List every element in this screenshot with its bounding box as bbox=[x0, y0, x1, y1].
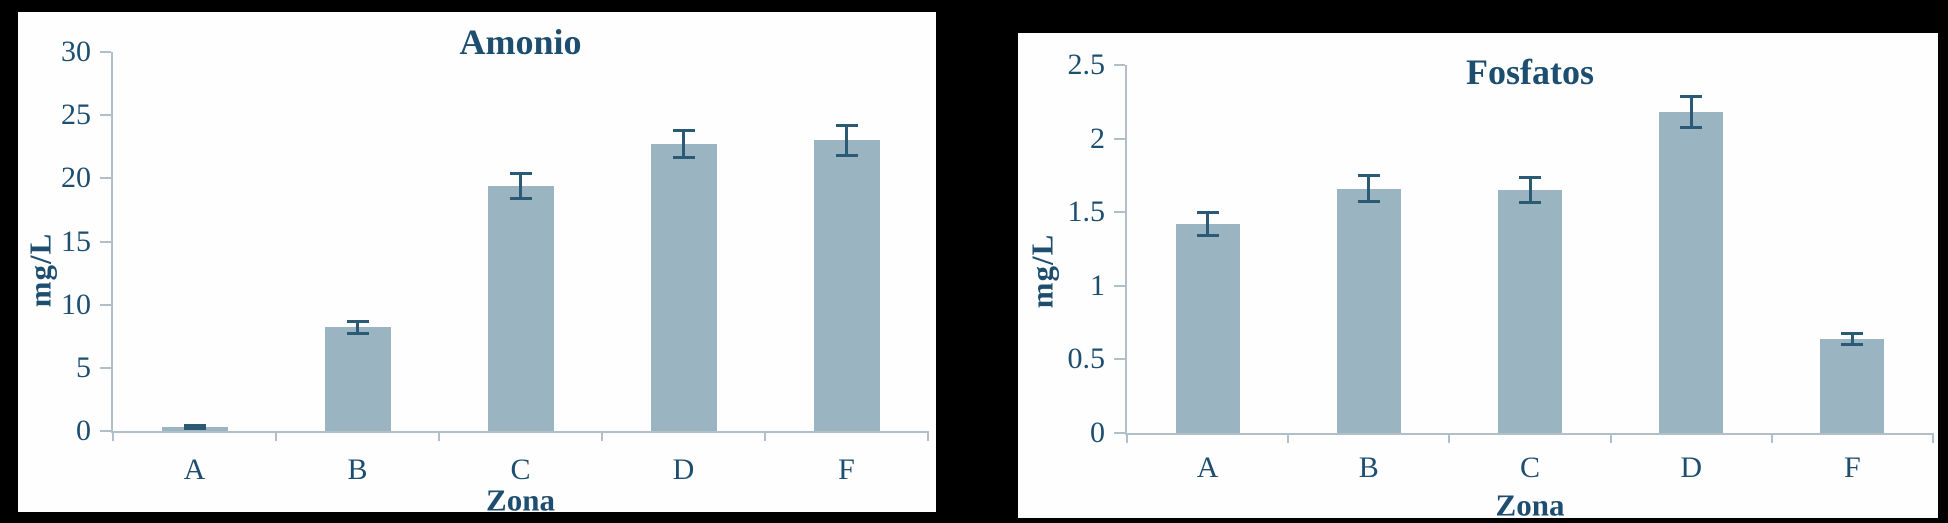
error-bar-cap-top-amonio-b bbox=[346, 320, 369, 324]
bar-amonio-f bbox=[813, 140, 880, 431]
x-tick-fosfatos bbox=[1770, 433, 1773, 443]
y-tick-label-fosfatos: 0 bbox=[1090, 416, 1105, 449]
error-bar-cap-top-amonio-c bbox=[509, 172, 532, 176]
error-bar-cap-bottom-amonio-a bbox=[183, 427, 206, 431]
error-bar-cap-top-fosfatos-a bbox=[1196, 211, 1219, 215]
y-tick-fosfatos bbox=[1114, 64, 1125, 66]
error-bar-cap-top-fosfatos-d bbox=[1680, 94, 1703, 98]
error-bar-fosfatos-b bbox=[1367, 175, 1371, 202]
x-tick-amonio bbox=[764, 431, 766, 441]
y-tick-fosfatos bbox=[1114, 432, 1125, 434]
bar-fosfatos-c bbox=[1498, 190, 1562, 433]
y-tick-amonio bbox=[100, 430, 111, 432]
y-axis-line-amonio bbox=[111, 52, 113, 433]
error-bar-fosfatos-c bbox=[1528, 176, 1532, 204]
error-bar-fosfatos-a bbox=[1206, 212, 1210, 236]
x-tick-amonio bbox=[275, 431, 277, 441]
category-label-fosfatos-d: D bbox=[1680, 451, 1703, 484]
y-tick-label-amonio: 25 bbox=[61, 98, 91, 132]
error-bar-fosfatos-d bbox=[1689, 95, 1693, 129]
x-tick-amonio bbox=[438, 431, 440, 441]
bar-amonio-c bbox=[487, 185, 554, 431]
y-tick-amonio bbox=[100, 51, 111, 53]
y-tick-label-amonio: 5 bbox=[76, 350, 91, 384]
y-tick-amonio bbox=[100, 303, 111, 306]
bar-fosfatos-f bbox=[1820, 338, 1885, 433]
y-tick-amonio bbox=[100, 177, 111, 180]
x-tick-fosfatos bbox=[1126, 433, 1128, 443]
x-tick-fosfatos bbox=[1609, 433, 1612, 443]
y-axis-line-fosfatos bbox=[1125, 65, 1127, 435]
error-bar-cap-bottom-fosfatos-d bbox=[1680, 126, 1703, 130]
error-bar-cap-top-fosfatos-f bbox=[1841, 331, 1864, 335]
bar-amonio-d bbox=[650, 144, 717, 431]
category-label-amonio-c: C bbox=[510, 453, 531, 486]
bar-fosfatos-a bbox=[1175, 223, 1240, 433]
error-bar-cap-top-fosfatos-b bbox=[1357, 174, 1380, 178]
y-tick-label-fosfatos: 0.5 bbox=[1067, 342, 1106, 376]
x-axis-line-amonio bbox=[111, 431, 928, 433]
bar-amonio-b bbox=[324, 327, 391, 431]
chart-panel-fosfatos: Fosfatos mg/L Zona 0 0.5 1 1.5 2 2.5 A B C D F bbox=[1018, 33, 1938, 523]
y-tick-label-amonio: 20 bbox=[61, 161, 91, 195]
x-tick-fosfatos bbox=[1932, 433, 1934, 443]
y-tick-fosfatos bbox=[1114, 358, 1125, 361]
error-bar-cap-top-amonio-f bbox=[835, 124, 858, 128]
bar-fosfatos-d bbox=[1659, 112, 1724, 433]
x-axis-label-amonio: Zona bbox=[486, 482, 555, 518]
category-label-fosfatos-c: C bbox=[1519, 451, 1541, 484]
x-tick-amonio bbox=[112, 431, 114, 441]
x-tick-fosfatos bbox=[1448, 433, 1451, 443]
bar-fosfatos-b bbox=[1336, 188, 1401, 433]
x-tick-amonio bbox=[927, 431, 929, 441]
error-bar-cap-bottom-amonio-f bbox=[835, 153, 858, 157]
category-label-amonio-d: D bbox=[672, 453, 695, 486]
chart-title-amonio: Amonio bbox=[459, 22, 582, 62]
y-tick-fosfatos bbox=[1114, 211, 1125, 214]
category-label-fosfatos-b: B bbox=[1358, 451, 1379, 484]
y-tick-label-amonio: 10 bbox=[61, 287, 91, 321]
error-bar-amonio-b bbox=[356, 321, 359, 334]
y-tick-label-fosfatos: 1 bbox=[1090, 268, 1105, 302]
y-tick-amonio bbox=[100, 366, 111, 369]
y-tick-label-amonio: 15 bbox=[61, 224, 91, 258]
x-axis-label-fosfatos: Zona bbox=[1495, 487, 1565, 523]
error-bar-cap-top-amonio-d bbox=[672, 129, 695, 133]
error-bar-cap-bottom-fosfatos-f bbox=[1841, 342, 1864, 346]
error-bar-cap-bottom-amonio-b bbox=[346, 331, 369, 335]
x-tick-amonio bbox=[601, 431, 603, 441]
y-tick-label-amonio: 30 bbox=[61, 35, 91, 68]
error-bar-amonio-d bbox=[682, 130, 685, 159]
category-label-amonio-f: F bbox=[838, 453, 855, 486]
error-bar-cap-bottom-amonio-c bbox=[509, 196, 532, 200]
error-bar-cap-bottom-fosfatos-a bbox=[1196, 233, 1219, 237]
error-bar-cap-bottom-fosfatos-b bbox=[1357, 199, 1380, 203]
y-tick-label-fosfatos: 2.5 bbox=[1067, 48, 1106, 81]
x-axis-line-fosfatos bbox=[1125, 433, 1933, 435]
category-label-fosfatos-f: F bbox=[1844, 451, 1861, 484]
y-tick-fosfatos bbox=[1114, 284, 1125, 287]
error-bar-amonio-f bbox=[845, 125, 848, 156]
y-tick-amonio bbox=[100, 114, 111, 117]
error-bar-cap-bottom-amonio-d bbox=[672, 156, 695, 160]
category-label-amonio-a: A bbox=[183, 453, 206, 486]
y-tick-label-fosfatos: 1.5 bbox=[1067, 195, 1106, 229]
error-bar-cap-top-amonio-a bbox=[183, 424, 206, 428]
category-label-fosfatos-a: A bbox=[1196, 451, 1219, 484]
y-tick-fosfatos bbox=[1114, 137, 1125, 140]
x-tick-fosfatos bbox=[1287, 433, 1290, 443]
chart-title-fosfatos: Fosfatos bbox=[1466, 52, 1594, 92]
category-label-amonio-b: B bbox=[347, 453, 368, 486]
error-bar-amonio-c bbox=[519, 173, 522, 199]
error-bar-cap-bottom-fosfatos-c bbox=[1519, 201, 1541, 205]
error-bar-fosfatos-f bbox=[1850, 332, 1854, 345]
error-bar-cap-top-fosfatos-c bbox=[1519, 175, 1541, 179]
y-tick-label-amonio: 0 bbox=[76, 414, 91, 447]
y-tick-label-fosfatos: 2 bbox=[1090, 121, 1105, 155]
chart-panel-amonio: Amonio mg/L Zona 0 5 10 15 20 25 30 A B C D F bbox=[18, 12, 936, 516]
y-tick-amonio bbox=[100, 240, 111, 243]
